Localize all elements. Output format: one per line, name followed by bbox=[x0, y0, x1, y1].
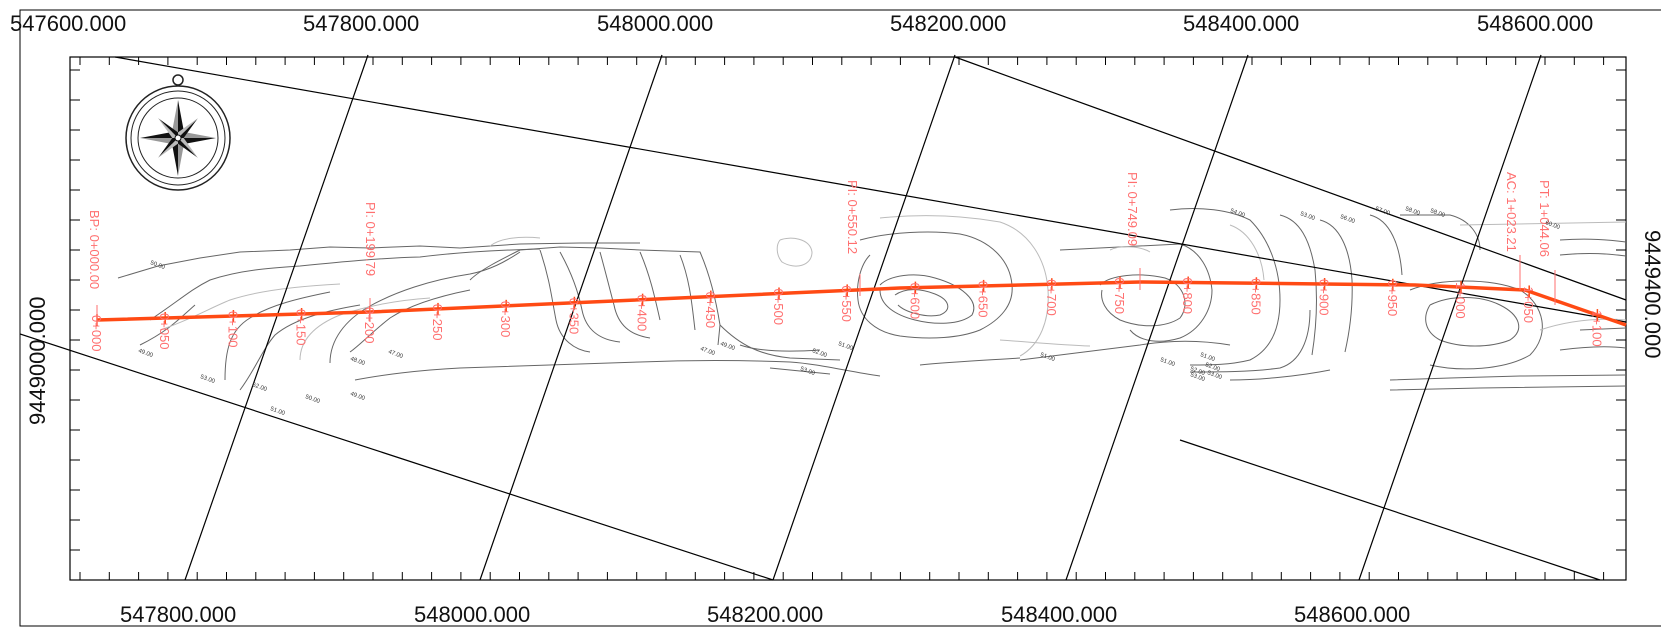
station-label: 0+300 bbox=[498, 301, 513, 338]
station-label: 1+000 bbox=[1453, 282, 1468, 319]
station-label: 0+750 bbox=[1112, 278, 1127, 315]
pi-label-bp: BP: 0+000.00 bbox=[87, 210, 102, 289]
contour-elevation-label: 47.00 bbox=[387, 349, 404, 360]
station-label: 0+550 bbox=[839, 285, 854, 322]
station-label: 0+800 bbox=[1180, 278, 1195, 315]
station-label: 0+700 bbox=[1044, 279, 1059, 316]
contour-elevation-label: 53.00 bbox=[199, 374, 216, 385]
left-coord-label: 9449000.000 bbox=[25, 297, 50, 425]
contour-elevation-label: 49.00 bbox=[137, 348, 154, 359]
right-coord-label: 9449400.000 bbox=[1640, 230, 1661, 358]
contour-elevation-label: 51.00 bbox=[837, 341, 854, 352]
compass-rose-icon bbox=[125, 74, 231, 191]
station-label: 0+100 bbox=[225, 311, 240, 348]
top-coord-label: 548400.000 bbox=[1183, 11, 1299, 36]
contour-elevation-label: 53.00 bbox=[1189, 372, 1206, 383]
contour-elevation-label: 52.00 bbox=[251, 382, 268, 393]
station-label: 0+950 bbox=[1385, 280, 1400, 317]
contour-elevation-label: 52.00 bbox=[811, 348, 828, 359]
pi-labels: BP: 0+000.00 PI: 0+199.79 PI: 0+550.12 P… bbox=[87, 172, 1556, 325]
bottom-coord-label: 548000.000 bbox=[414, 602, 530, 627]
contour-lines bbox=[117, 208, 1626, 391]
frame-ticks bbox=[70, 57, 1626, 580]
bottom-coordinate-labels: 547800.000 548000.000 548200.000 548400.… bbox=[120, 602, 1410, 627]
bottom-coord-label: 547800.000 bbox=[120, 602, 236, 627]
pi-label-pt: PT: 1+044.06 bbox=[1537, 180, 1552, 257]
contour-elevation-label: 51.00 bbox=[1159, 357, 1176, 368]
contour-elevation-label: 54.00 bbox=[1229, 208, 1246, 219]
top-coord-label: 548200.000 bbox=[890, 11, 1006, 36]
contour-elevation-label: 58.00 bbox=[1429, 208, 1446, 219]
contour-elevation-label: 48.00 bbox=[349, 356, 366, 367]
contour-elevation-label: 53.00 bbox=[1206, 370, 1223, 381]
station-label: 0+400 bbox=[635, 295, 650, 332]
top-coord-label: 548000.000 bbox=[597, 11, 713, 36]
station-label: 0+200 bbox=[362, 307, 377, 344]
station-label: 0+450 bbox=[703, 292, 718, 329]
contour-elevation-label: 51.00 bbox=[1199, 352, 1216, 363]
contour-elevation-label: 52.00 bbox=[1189, 366, 1206, 377]
station-label: 0+900 bbox=[1317, 279, 1332, 316]
station-labels: 0+000 0+050 0+100 0+150 0+200 0+250 0+300 0+350… bbox=[89, 278, 1604, 352]
top-coordinate-labels: 547600.000 547800.000 548000.000 548200.… bbox=[10, 11, 1593, 36]
contour-elevation-label: 53.00 bbox=[1299, 211, 1316, 222]
bottom-coord-label: 548200.000 bbox=[707, 602, 823, 627]
pi-label-ac: AC: 1+023.21 bbox=[1504, 172, 1519, 252]
pi-label-2: PI: 0+550.12 bbox=[845, 180, 860, 254]
station-label: 0+150 bbox=[294, 309, 309, 346]
station-label: 0+050 bbox=[157, 313, 172, 350]
bottom-coord-label: 548600.000 bbox=[1294, 602, 1410, 627]
contour-elevation-label: 49.00 bbox=[349, 391, 366, 402]
top-coord-label: 547600.000 bbox=[10, 11, 126, 36]
station-label: 1+100 bbox=[1589, 310, 1604, 347]
bottom-coord-label: 548400.000 bbox=[1001, 602, 1117, 627]
contour-elevation-label: 58.00 bbox=[1404, 206, 1421, 217]
contour-elevation-label: 50.00 bbox=[149, 260, 166, 271]
pi-label-1: PI: 0+199.79 bbox=[363, 202, 378, 276]
station-label: 1+050 bbox=[1521, 286, 1536, 323]
inner-frame bbox=[69, 56, 1627, 581]
contour-elevation-label: 51.00 bbox=[1039, 352, 1056, 363]
contour-elevation-label: 53.00 bbox=[799, 366, 816, 377]
contour-elevation-label: 49.00 bbox=[719, 341, 736, 352]
grid-lines bbox=[20, 54, 1627, 581]
contour-elevation-label: 56.00 bbox=[1339, 214, 1356, 225]
station-label: 0+000 bbox=[89, 315, 104, 352]
pi-label-3: PI: 0+749.09 bbox=[1125, 172, 1140, 246]
contour-elevation-label: 52.00 bbox=[1204, 362, 1221, 373]
station-label: 0+350 bbox=[566, 298, 581, 335]
contour-labels: 50.0049.0053.0052.0051.0050.0047.0048.00… bbox=[137, 206, 1561, 417]
station-ticks bbox=[96, 276, 1599, 326]
station-label: 0+850 bbox=[1248, 278, 1263, 315]
contour-elevation-label: 57.00 bbox=[1374, 206, 1391, 217]
station-label: 0+250 bbox=[430, 304, 445, 341]
top-coord-label: 548600.000 bbox=[1477, 11, 1593, 36]
top-coord-label: 547800.000 bbox=[303, 11, 419, 36]
contour-elevation-label: 51.00 bbox=[269, 406, 286, 417]
contour-elevation-label: 47.00 bbox=[699, 346, 716, 357]
contour-elevation-label: 50.00 bbox=[304, 394, 321, 405]
station-label: 0+600 bbox=[907, 283, 922, 320]
station-label: 0+500 bbox=[771, 288, 786, 325]
outer-frame bbox=[19, 9, 1661, 627]
station-label: 0+650 bbox=[976, 281, 991, 318]
contour-elevation-label: 60.00 bbox=[1544, 220, 1561, 231]
